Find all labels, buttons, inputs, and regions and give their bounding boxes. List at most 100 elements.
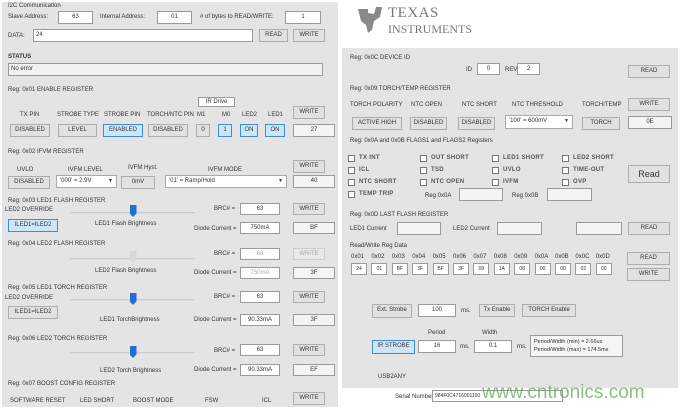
regdata-value[interactable]: 01 xyxy=(371,263,388,275)
led2-flash-brightness-label: LED2 Flash Brightness xyxy=(95,268,157,274)
uvlo-toggle[interactable]: DISABLED xyxy=(8,176,50,189)
reg05-override-button[interactable]: ILED1=ILED2 xyxy=(8,306,58,319)
ivfm-level-select[interactable]: '000' = 2.9V ▼ xyxy=(56,175,117,188)
reg05-diode-current: 90.33mA xyxy=(240,314,280,326)
strobe-pin-toggle[interactable]: ENABLED xyxy=(103,124,143,137)
ntc-threshold-select[interactable]: '100' = 600mV ▼ xyxy=(505,115,573,129)
reg04-write-button[interactable]: WRITE xyxy=(293,248,325,260)
reg09-write-button[interactable]: WRITE xyxy=(628,98,670,111)
torch-temp-toggle[interactable]: TORCH xyxy=(582,117,620,130)
flag-checkbox[interactable] xyxy=(348,167,355,174)
m0-toggle[interactable]: 1 xyxy=(218,124,232,137)
led1-current-value xyxy=(397,222,441,235)
status-text: No error xyxy=(8,63,323,76)
slave-address-input[interactable]: 63 xyxy=(58,11,93,24)
flag-checkbox[interactable] xyxy=(562,179,569,186)
id-label: ID xyxy=(466,67,472,73)
ntc-open-toggle[interactable]: DISABLED xyxy=(410,117,447,130)
regdata-address: 0x08 xyxy=(493,254,507,260)
slider-thumb[interactable] xyxy=(129,251,137,263)
reg03-override-button[interactable]: ILED1=ILED2 xyxy=(8,219,58,232)
regdata-read-button[interactable]: READ xyxy=(627,252,670,265)
reg05-title: Reg: 0x05 LED1 TORCH REGISTER xyxy=(8,285,108,291)
slider-thumb[interactable] xyxy=(129,293,137,305)
reg01-write-button[interactable]: WRITE xyxy=(293,106,325,119)
flag-label: TX INT xyxy=(359,155,380,161)
reg0d-read-button[interactable]: READ xyxy=(628,222,670,235)
reg0c-read-button[interactable]: READ xyxy=(628,65,670,78)
torch-ntc-pin-toggle[interactable]: DISABLED xyxy=(148,124,188,137)
regdata-value[interactable]: 1A xyxy=(493,263,510,275)
period-input[interactable]: 16 xyxy=(418,340,456,353)
reg06-brc-input[interactable]: 63 xyxy=(240,344,280,356)
flags-read-button[interactable]: Read xyxy=(628,165,670,183)
regdata-write-button[interactable]: WRITE xyxy=(627,268,670,281)
data-input[interactable]: 24 xyxy=(33,29,253,42)
m1-toggle[interactable]: 0 xyxy=(196,124,210,137)
flag-checkbox[interactable] xyxy=(420,179,427,186)
fsw-label: FSW xyxy=(205,398,219,404)
led2-current-value xyxy=(497,222,542,235)
bytes-input[interactable]: 1 xyxy=(285,11,321,24)
slider-thumb[interactable] xyxy=(129,346,137,358)
ext-strobe-button[interactable]: Ext. Strobe xyxy=(372,304,412,318)
torch-enable-button[interactable]: TORCH Enable xyxy=(522,304,576,317)
flag-label: NTC OPEN xyxy=(431,179,465,185)
reg03-write-button[interactable]: WRITE xyxy=(293,203,325,215)
reg05-brc-input[interactable]: 63 xyxy=(240,291,280,303)
flag-checkbox[interactable] xyxy=(348,179,355,186)
regdata-value[interactable]: 02 xyxy=(575,263,592,275)
regdata-value[interactable]: 3F xyxy=(412,263,429,275)
reg0a-value xyxy=(459,188,503,201)
regdata-value[interactable]: 3F xyxy=(453,263,469,275)
flag-checkbox[interactable] xyxy=(420,155,427,162)
ext-strobe-ms-input[interactable]: 100 xyxy=(418,304,456,317)
torch-polarity-toggle[interactable]: ACTIVE HIGH xyxy=(352,117,402,130)
period-label: Period xyxy=(428,330,446,336)
reg05-write-button[interactable]: WRITE xyxy=(293,291,325,303)
serial-number-value: 984F0C4716001100 xyxy=(432,390,563,402)
ir-strobe-button[interactable]: IR STROBE xyxy=(372,340,415,354)
regdata-value[interactable]: 08 xyxy=(514,263,531,275)
i2c-write-button[interactable]: WRITE xyxy=(293,29,325,42)
reg07-write-button[interactable]: WRITE xyxy=(293,392,325,405)
led1-toggle[interactable]: ON xyxy=(265,124,285,137)
regdata-value[interactable]: 00 xyxy=(595,263,612,275)
reg05-override-label: LED2 OVERRIDE xyxy=(5,295,54,301)
regdata-value[interactable]: BF xyxy=(391,263,408,275)
ntc-short-toggle[interactable]: DISABLED xyxy=(458,117,495,130)
strobe-type-toggle[interactable]: LEVEL xyxy=(58,124,97,137)
regdata-address: 0x0A xyxy=(534,254,549,260)
flag-checkbox[interactable] xyxy=(492,155,499,162)
reg04-brc-input[interactable]: 63 xyxy=(240,248,280,260)
reg03-brc-input[interactable]: 63 xyxy=(240,203,280,215)
ivfm-hyst-toggle[interactable]: 0mV xyxy=(121,176,155,189)
regdata-value[interactable]: 00 xyxy=(555,263,571,275)
flag-label: TSD xyxy=(431,167,444,173)
led2-toggle[interactable]: ON xyxy=(240,124,258,137)
flag-checkbox[interactable] xyxy=(420,167,427,174)
flag-checkbox[interactable] xyxy=(562,155,569,162)
flag-checkbox[interactable] xyxy=(492,179,499,186)
reg02-write-button[interactable]: WRITE xyxy=(293,160,325,173)
reg06-write-button[interactable]: WRITE xyxy=(293,344,325,356)
tx-pin-toggle[interactable]: DISABLED xyxy=(10,124,50,137)
regdata-value[interactable]: BF xyxy=(432,263,449,275)
regdata-value[interactable]: 24 xyxy=(351,263,367,275)
i2c-read-button[interactable]: READ xyxy=(259,29,288,42)
flag-label: OVP xyxy=(573,179,587,185)
tx-pin-label: TX PIN xyxy=(20,112,40,118)
ntc-threshold-label: NTC THRESHOLD xyxy=(512,102,563,108)
flag-checkbox[interactable] xyxy=(348,191,355,198)
flag-checkbox[interactable] xyxy=(562,167,569,174)
regdata-value[interactable]: 09 xyxy=(473,263,490,275)
slider-thumb[interactable] xyxy=(129,205,137,217)
width-input[interactable]: 0.1 xyxy=(474,340,512,353)
internal-address-input[interactable]: 01 xyxy=(157,11,192,24)
regdata-value[interactable]: 00 xyxy=(534,263,551,275)
flag-checkbox[interactable] xyxy=(348,155,355,162)
tx-enable-button[interactable]: Tx Enable xyxy=(479,304,515,317)
flag-checkbox[interactable] xyxy=(492,167,499,174)
reg06-diode-current: 90.33mA xyxy=(240,364,280,376)
ivfm-mode-select[interactable]: '01' = Ramp/Hold ▼ xyxy=(165,175,287,188)
